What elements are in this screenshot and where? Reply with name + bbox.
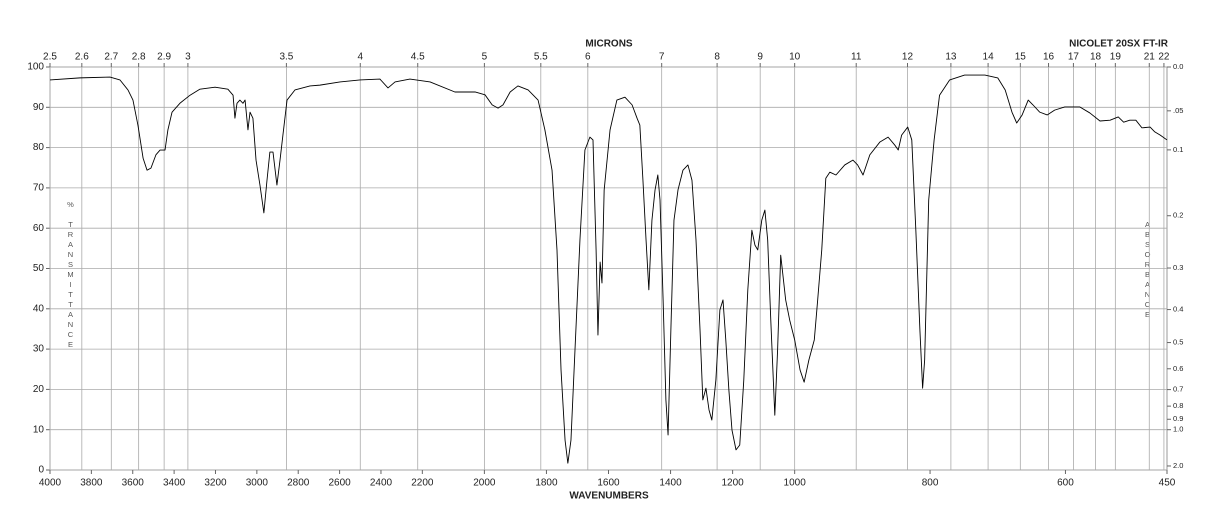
x-tick-label: 2200 bbox=[411, 478, 434, 489]
y2-tick-label: 0.2 bbox=[1173, 211, 1183, 220]
x2-tick-label: 14 bbox=[983, 52, 995, 63]
x-tick-label: 1600 bbox=[597, 478, 620, 489]
y-tick-label: 10 bbox=[33, 424, 45, 435]
y-axis-label: % TRANSMITTANCE bbox=[66, 200, 75, 350]
y2-tick-label: 0.5 bbox=[1173, 338, 1183, 347]
x-axis-label: WAVENUMBERS bbox=[569, 491, 649, 502]
x2-tick-label: 19 bbox=[1110, 52, 1122, 63]
x-tick-label: 2400 bbox=[370, 478, 393, 489]
x-tick-label: 450 bbox=[1159, 478, 1176, 489]
x2-tick-label: 9 bbox=[757, 52, 763, 63]
x2-tick-label: 22 bbox=[1158, 52, 1170, 63]
x2-tick-label: 2.8 bbox=[132, 52, 146, 63]
x-tick-label: 3000 bbox=[246, 478, 269, 489]
x2-tick-label: 2.7 bbox=[104, 52, 118, 63]
y2-tick-label: 0.8 bbox=[1173, 401, 1183, 410]
y2-tick-label: 0.4 bbox=[1173, 305, 1183, 314]
x2-tick-label: 8 bbox=[714, 52, 720, 63]
y2-tick-label: 0.7 bbox=[1173, 385, 1183, 394]
y2-tick-label: 0.3 bbox=[1173, 263, 1183, 272]
y-tick-label: 40 bbox=[33, 303, 45, 314]
x2-tick-label: 5.5 bbox=[534, 52, 548, 63]
x2-tick-label: 2.5 bbox=[43, 52, 57, 63]
x2-tick-label: 5 bbox=[482, 52, 488, 63]
x2-tick-label: 7 bbox=[659, 52, 665, 63]
x2-tick-label: 3.5 bbox=[279, 52, 293, 63]
y2-tick-label: 0.6 bbox=[1173, 364, 1183, 373]
x2-tick-label: 2.9 bbox=[157, 52, 171, 63]
y-tick-label: 0 bbox=[38, 465, 44, 476]
x-tick-label: 3400 bbox=[163, 478, 186, 489]
x2-tick-label: 17 bbox=[1068, 52, 1080, 63]
y2-axis-label: ABSORBANCE bbox=[1143, 220, 1152, 320]
y2-tick-label: .05 bbox=[1173, 106, 1183, 115]
x-tick-label: 2000 bbox=[473, 478, 496, 489]
y2-tick-label: 1.0 bbox=[1173, 425, 1183, 434]
x-tick-label: 2800 bbox=[287, 478, 310, 489]
spectrum-line bbox=[49, 74, 1168, 464]
x-tick-label: 3600 bbox=[122, 478, 145, 489]
x2-tick-label: 4.5 bbox=[411, 52, 425, 63]
y2-tick-label: 0.0 bbox=[1173, 62, 1183, 71]
y-tick-label: 60 bbox=[33, 223, 45, 234]
x2-axis-label: MICRONS bbox=[585, 39, 633, 50]
y-tick-label: 100 bbox=[27, 62, 44, 73]
x2-tick-label: 6 bbox=[585, 52, 591, 63]
y-tick-label: 80 bbox=[33, 142, 45, 153]
chart-title: NICOLET 20SX FT-IR bbox=[1069, 39, 1169, 50]
x2-tick-label: 11 bbox=[851, 52, 862, 63]
y-tick-label: 50 bbox=[33, 263, 45, 274]
x2-tick-label: 18 bbox=[1090, 52, 1102, 63]
x-tick-label: 4000 bbox=[39, 478, 62, 489]
x2-tick-label: 15 bbox=[1015, 52, 1027, 63]
x-tick-label: 1000 bbox=[784, 478, 807, 489]
x2-tick-label: 3 bbox=[185, 52, 191, 63]
x-tick-label: 3800 bbox=[80, 478, 103, 489]
x2-tick-label: 12 bbox=[902, 52, 914, 63]
y2-tick-label: 0.9 bbox=[1173, 414, 1183, 423]
x-tick-label: 800 bbox=[922, 478, 939, 489]
y2-tick-label: 0.1 bbox=[1173, 145, 1183, 154]
x-tick-label: 3200 bbox=[204, 478, 227, 489]
y-tick-label: 30 bbox=[33, 344, 45, 355]
x-tick-label: 600 bbox=[1057, 478, 1074, 489]
x-tick-label: 1400 bbox=[659, 478, 682, 489]
x2-tick-label: 10 bbox=[789, 52, 801, 63]
x-tick-label: 2600 bbox=[328, 478, 351, 489]
x2-tick-label: 13 bbox=[945, 52, 957, 63]
x2-tick-label: 4 bbox=[357, 52, 363, 63]
x2-tick-label: 21 bbox=[1144, 52, 1156, 63]
x2-tick-label: 16 bbox=[1043, 52, 1055, 63]
y2-tick-label: 2.0 bbox=[1173, 461, 1183, 470]
y-tick-label: 90 bbox=[33, 102, 45, 113]
x2-tick-label: 2.6 bbox=[75, 52, 89, 63]
y-tick-label: 70 bbox=[33, 183, 45, 194]
x-tick-label: 1800 bbox=[535, 478, 558, 489]
x-tick-label: 1200 bbox=[721, 478, 744, 489]
y-tick-label: 20 bbox=[33, 384, 45, 395]
